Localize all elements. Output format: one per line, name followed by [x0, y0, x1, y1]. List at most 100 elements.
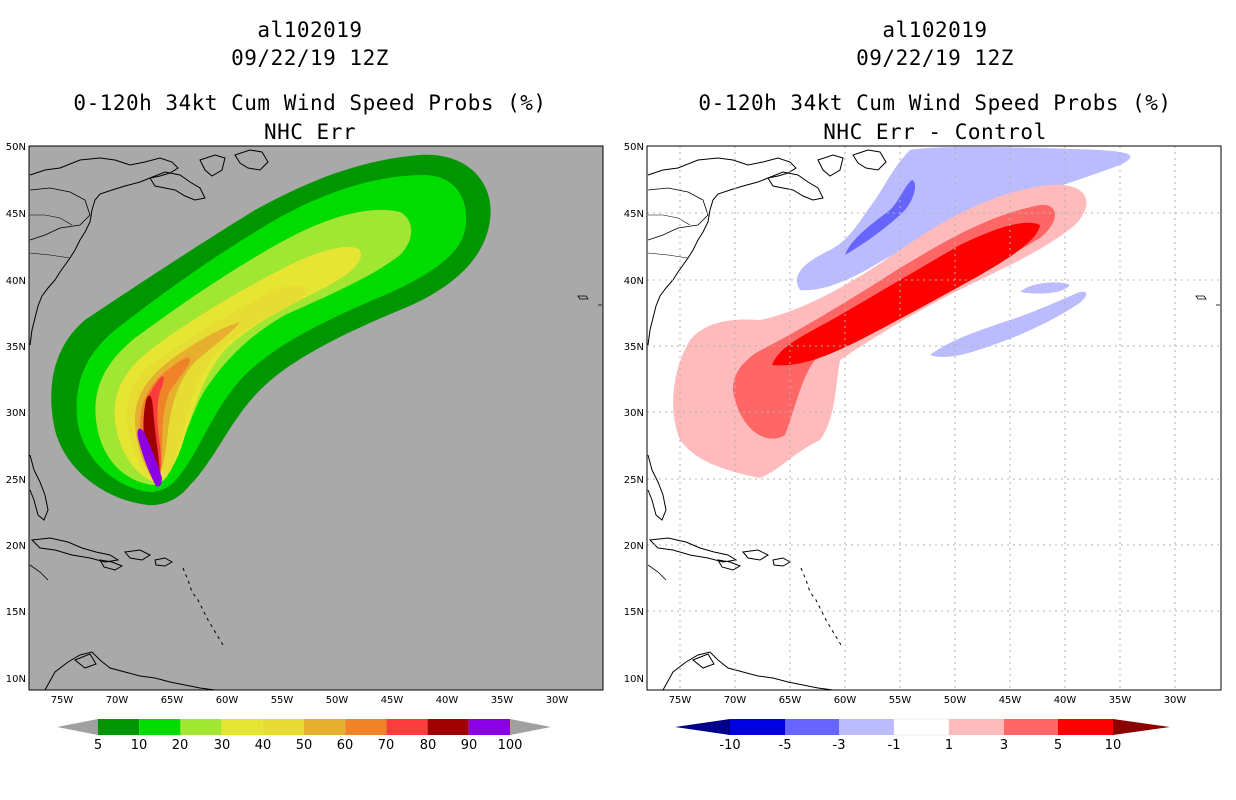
right-difference-field — [647, 147, 1221, 690]
right-pos-strong — [772, 222, 1040, 366]
left-colorbar-bin-40-50 — [262, 719, 304, 735]
right-colorbar-bin-5-10 — [1058, 719, 1113, 735]
left-lat-20n: 20N — [6, 541, 26, 552]
left-colorbar-bin-90-100 — [468, 719, 510, 735]
right-grid-lines — [647, 146, 1221, 690]
right-lat-20n: 20N — [624, 541, 644, 552]
left-datetime: 09/22/19 12Z — [231, 46, 389, 70]
right-lon-45w: 45W — [999, 695, 1022, 706]
left-colorbar-label-5: 5 — [94, 738, 102, 753]
right-lon-70w: 70W — [724, 695, 747, 706]
left-lat-15n: 15N — [6, 607, 26, 618]
right-neg-medium — [845, 180, 916, 255]
right-colorbar-low-arrow — [675, 719, 730, 735]
right-lat-50n: 50N — [624, 142, 644, 153]
right-colorbar-bin-3-5 — [1004, 719, 1058, 735]
right-lat-40n: 40N — [624, 276, 644, 287]
left-map-frame — [28, 145, 604, 691]
right-colorbar-bin-m5-m3 — [785, 719, 839, 735]
left-colorbar-high-arrow — [510, 719, 551, 735]
left-lon-65w: 65W — [161, 695, 184, 706]
left-lon-55w: 55W — [271, 695, 294, 706]
right-lat-15n: 15N — [624, 607, 644, 618]
left-colorbar-label-90: 90 — [461, 738, 478, 753]
right-lat-30n: 30N — [624, 408, 644, 419]
left-lon-30w: 30W — [546, 695, 569, 706]
left-lat-45n: 45N — [6, 209, 26, 220]
left-product-title: 0-120h 34kt Cum Wind Speed Probs (%) — [73, 91, 547, 115]
right-lat-10n: 10N — [624, 674, 644, 685]
left-contour-40 — [126, 285, 306, 482]
right-neg-light-patch — [1020, 282, 1070, 294]
left-colorbar-label-100: 100 — [498, 738, 523, 753]
right-colorbar-bin-m3-m1 — [839, 719, 894, 735]
right-colorbar-high-arrow — [1113, 719, 1170, 735]
left-contour-90 — [137, 428, 162, 487]
right-product-title: 0-120h 34kt Cum Wind Speed Probs (%) — [698, 91, 1172, 115]
left-lon-35w: 35W — [491, 695, 514, 706]
left-colorbar-label-10: 10 — [131, 738, 148, 753]
right-colorbar-bin-m1-1 — [893, 718, 950, 736]
left-lon-axis: 75W 70W 65W 60W 55W 50W 45W 40W 35W 30W — [51, 695, 569, 706]
left-colorbar-bin-30-40 — [221, 719, 263, 735]
left-lon-40w: 40W — [436, 695, 459, 706]
left-lon-70w: 70W — [106, 695, 129, 706]
right-lon-65w: 65W — [779, 695, 802, 706]
right-lat-25n: 25N — [624, 475, 644, 486]
left-colorbar-low-arrow — [57, 719, 98, 735]
left-lon-45w: 45W — [381, 695, 404, 706]
right-neg-light-east — [930, 291, 1087, 357]
right-colorbar-label-m1: -1 — [888, 738, 901, 753]
right-lon-30w: 30W — [1164, 695, 1187, 706]
left-map-panel[interactable] — [28, 145, 604, 691]
left-colorbar-bin-50-60 — [304, 719, 346, 735]
left-colorbar-label-30: 30 — [214, 738, 231, 753]
right-colorbar-label-3: 3 — [1000, 738, 1008, 753]
right-lon-35w: 35W — [1109, 695, 1132, 706]
right-colorbar-bin-1-3 — [949, 719, 1004, 735]
left-subtitle: NHC Err — [263, 120, 356, 144]
left-lat-axis: 50N 45N 40N 35N 30N 25N 20N 15N 10N — [6, 142, 26, 685]
right-map-panel[interactable] — [646, 145, 1222, 691]
right-lat-35n: 35N — [624, 342, 644, 353]
right-lon-axis: 75W 70W 65W 60W 55W 50W 45W 40W 35W 30W — [669, 695, 1187, 706]
right-colorbar: -10 -5 -3 -1 1 3 5 10 — [675, 718, 1170, 753]
right-datetime: 09/22/19 12Z — [856, 46, 1014, 70]
right-lon-60w: 60W — [834, 695, 857, 706]
right-colorbar-label-1: 1 — [945, 738, 953, 753]
right-colorbar-bin-m10-m5 — [730, 719, 785, 735]
left-probability-field — [29, 149, 603, 690]
left-colorbar-label-40: 40 — [255, 738, 272, 753]
right-lon-40w: 40W — [1054, 695, 1077, 706]
right-subtitle: NHC Err - Control — [823, 120, 1047, 144]
right-colorbar-label-5: 5 — [1054, 738, 1062, 753]
right-lon-75w: 75W — [669, 695, 692, 706]
left-colorbar-label-60: 60 — [337, 738, 354, 753]
left-colorbar-bin-60-70 — [345, 719, 387, 735]
left-colorbar-bin-5-10 — [98, 719, 140, 735]
right-lat-45n: 45N — [624, 209, 644, 220]
left-colorbar: 5 10 20 30 40 50 60 70 80 90 100 — [57, 719, 551, 753]
left-lat-10n: 10N — [6, 674, 26, 685]
left-colorbar-bin-80-90 — [427, 719, 469, 735]
right-colorbar-label-m3: -3 — [833, 738, 846, 753]
left-lat-50n: 50N — [6, 142, 26, 153]
left-lon-50w: 50W — [326, 695, 349, 706]
left-storm-id: al102019 — [257, 18, 363, 42]
right-colorbar-label-m10: -10 — [719, 738, 740, 753]
right-lon-50w: 50W — [944, 695, 967, 706]
left-lat-25n: 25N — [6, 475, 26, 486]
left-colorbar-label-70: 70 — [378, 738, 395, 753]
right-colorbar-label-m5: -5 — [779, 738, 792, 753]
right-storm-id: al102019 — [882, 18, 988, 42]
left-colorbar-bin-20-30 — [180, 719, 222, 735]
left-lat-30n: 30N — [6, 408, 26, 419]
left-colorbar-label-80: 80 — [420, 738, 437, 753]
left-lat-35n: 35N — [6, 342, 26, 353]
left-lon-75w: 75W — [51, 695, 74, 706]
left-colorbar-label-50: 50 — [296, 738, 313, 753]
right-lon-55w: 55W — [889, 695, 912, 706]
left-colorbar-bin-10-20 — [139, 719, 181, 735]
left-lat-40n: 40N — [6, 276, 26, 287]
